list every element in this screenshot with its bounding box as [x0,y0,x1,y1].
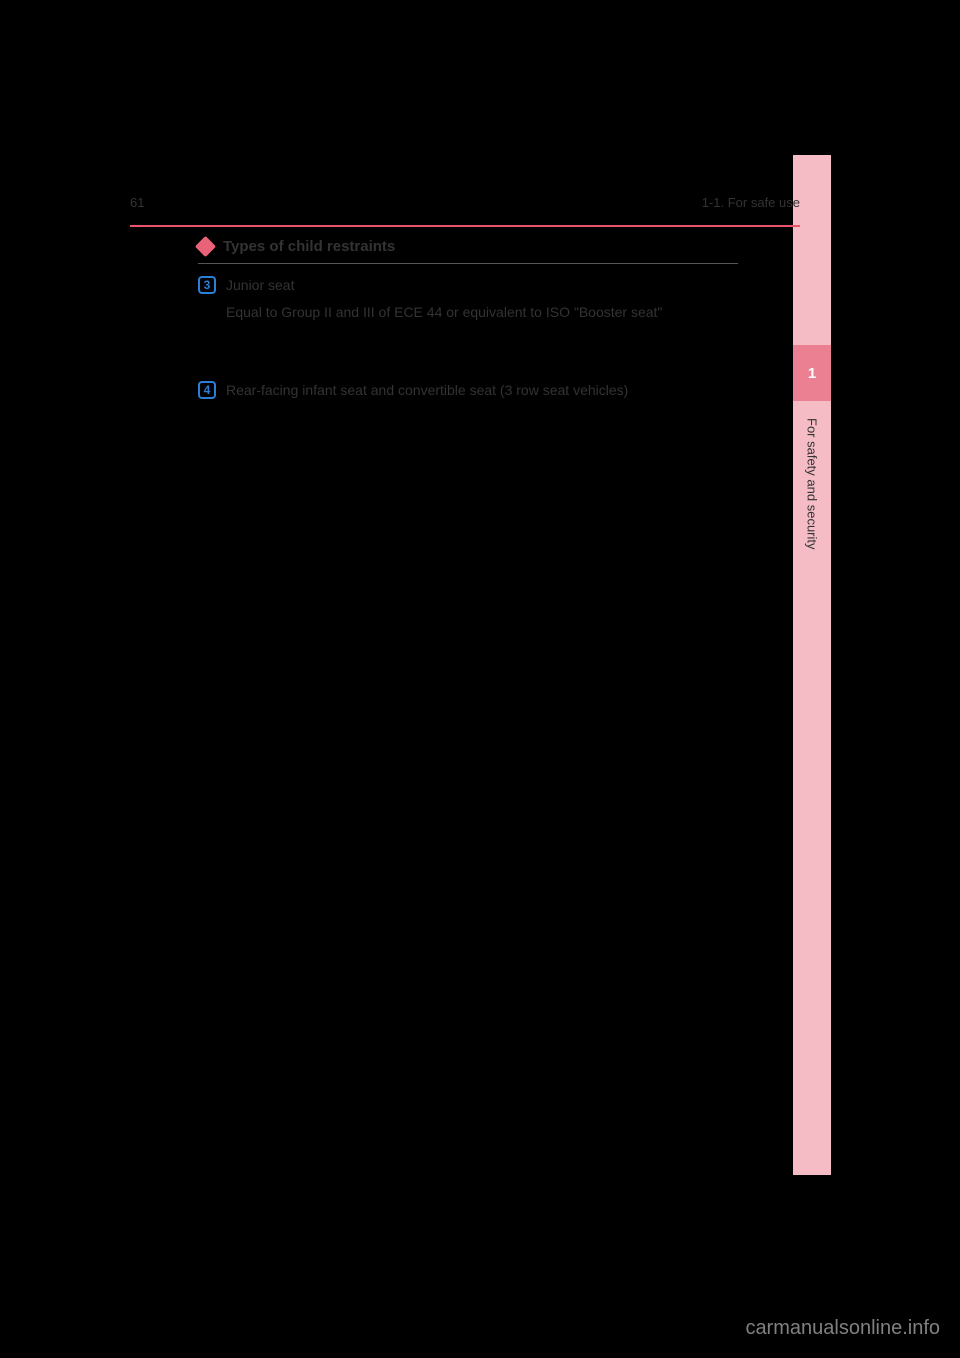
header-divider [130,225,800,227]
page-header: 61 1-1. For safe use [130,195,800,210]
section-heading-text: Types of child restraints [223,238,395,255]
page-number: 61 [130,195,144,210]
chapter-title-text: For safety and security [805,410,820,550]
list-item-sub: Equal to Group II and III of ECE 44 or e… [226,302,738,323]
list-item-label: Rear-facing infant seat and convertible … [226,380,628,401]
list-item-label: Junior seat [226,275,294,296]
circled-number-value: 4 [204,383,211,397]
circled-number-icon: 3 [198,276,216,294]
side-tab-chapter-title: For safety and security [793,410,831,610]
diamond-icon [195,236,216,257]
breadcrumb: 1-1. For safe use [702,195,800,210]
section-heading: Types of child restraints [198,238,738,255]
heading-underline [198,263,738,264]
chapter-number-text: 1 [808,365,816,382]
circled-number-icon: 4 [198,381,216,399]
side-tab-background [793,155,831,1175]
list-item-3: 3 Junior seat Equal to Group II and III … [198,275,738,327]
side-tab-chapter-number: 1 [793,345,831,401]
list-item-4: 4 Rear-facing infant seat and convertibl… [198,380,738,407]
circled-number-value: 3 [204,278,211,292]
watermark: carmanualsonline.info [745,1317,940,1340]
